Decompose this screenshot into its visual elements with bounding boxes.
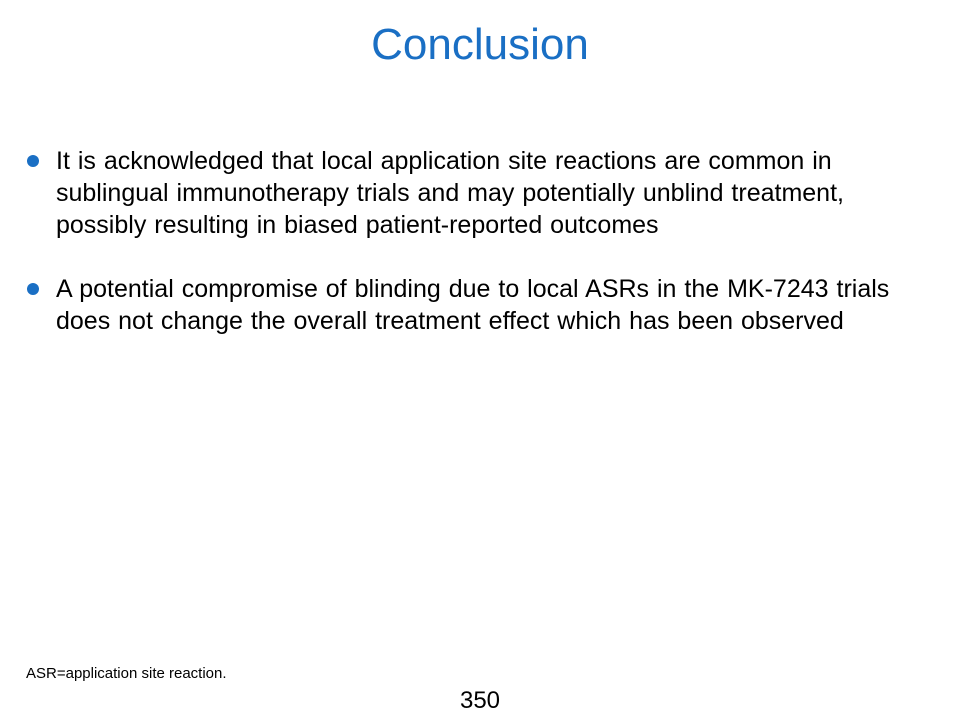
bullet-text: A potential compromise of blinding due t… — [56, 275, 890, 335]
bullet-list: It is acknowledged that local applicatio… — [27, 145, 907, 369]
bullet-item: It is acknowledged that local applicatio… — [27, 145, 907, 241]
footnote: ASR=application site reaction. — [26, 665, 227, 682]
bullet-point-icon — [27, 283, 39, 295]
slide-title: Conclusion — [371, 20, 589, 69]
bullet-point-icon — [27, 155, 39, 167]
bullet-text: It is acknowledged that local applicatio… — [56, 147, 844, 239]
page-number: 350 — [459, 687, 501, 714]
bullet-item: A potential compromise of blinding due t… — [27, 273, 907, 337]
